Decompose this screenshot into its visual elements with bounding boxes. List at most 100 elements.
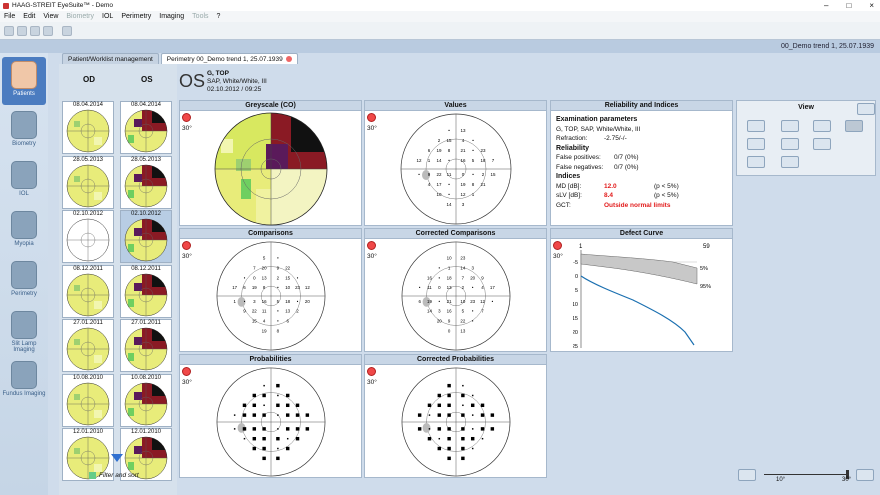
sensitivity-mark: 20 xyxy=(305,299,310,304)
slider-min-label: 10° xyxy=(776,477,786,483)
tab-patient-management[interactable]: Patient/Worklist management xyxy=(62,53,159,64)
thumb-field-plot xyxy=(124,164,168,207)
menu-bar: File Edit View Biometry IOL Perimetry Imaging T… xyxy=(0,11,880,22)
save-icon[interactable] xyxy=(17,25,27,36)
os-exam-thumbnail[interactable]: 08.04.2014 xyxy=(120,101,172,154)
probability-mark xyxy=(427,436,432,441)
network-icon[interactable] xyxy=(62,25,72,36)
nav-myopia[interactable]: Myopia xyxy=(2,207,46,255)
maximize-icon[interactable]: □ xyxy=(846,1,852,10)
menu-item-[interactable]: ? xyxy=(216,13,221,20)
print-icon[interactable] xyxy=(30,25,40,36)
nav-slit-lamp[interactable]: Slit Lamp Imaging xyxy=(2,307,46,355)
sensitivity-mark: 23 xyxy=(480,148,486,153)
scroll-down-icon[interactable] xyxy=(111,454,123,462)
od-exam-thumbnail[interactable]: 27.01.2011 xyxy=(62,319,114,372)
nav-fundus-camera[interactable]: Fundus Imaging xyxy=(2,357,46,405)
od-exam-thumbnail[interactable]: 08.04.2014 xyxy=(62,101,114,154)
nav-perimeter[interactable]: Perimetry xyxy=(2,257,46,305)
menu-item-perimetry[interactable]: Perimetry xyxy=(121,13,152,20)
probability-mark xyxy=(437,403,442,408)
corrected-comparisons-title: Corrected Comparisons xyxy=(365,229,546,239)
od-exam-thumbnail[interactable]: 08.12.2011 xyxy=(62,264,114,318)
sensitivity-mark: 9 xyxy=(428,172,431,177)
zoom-out-icon[interactable] xyxy=(738,469,756,481)
os-exam-thumbnail[interactable]: 10.08.2010 xyxy=(120,373,172,427)
probability-mark xyxy=(252,403,257,408)
close-icon[interactable]: × xyxy=(869,1,874,10)
iol-icon xyxy=(11,161,37,189)
nav-label: Perimetry xyxy=(11,291,37,297)
od-exam-thumbnail[interactable]: 28.05.2013 xyxy=(62,155,114,209)
field-angle: 30° xyxy=(367,125,377,132)
sensitivity-mark: 3 xyxy=(438,309,441,314)
menu-item-view[interactable]: View xyxy=(43,13,59,20)
tab-perimetry[interactable]: Perimetry 00_Demo trend 1, 25.07.1939 xyxy=(160,53,298,64)
os-exam-thumbnail[interactable]: 27.01.2011 xyxy=(120,319,172,372)
view-trend-icon[interactable] xyxy=(781,138,799,150)
view-overview-icon[interactable] xyxy=(781,120,799,132)
probability-mark xyxy=(447,456,451,461)
curve-top-left: 1 xyxy=(579,244,583,250)
delete-icon[interactable] xyxy=(43,25,53,36)
view-grid-alt-icon[interactable] xyxy=(845,120,863,132)
menu-item-biometry[interactable]: Biometry xyxy=(66,13,95,20)
values-title: Values xyxy=(365,101,546,111)
menu-item-file[interactable]: File xyxy=(4,13,16,20)
menu-item-imaging[interactable]: Imaging xyxy=(159,13,185,20)
probability-mark xyxy=(263,384,265,387)
menu-item-iol[interactable]: IOL xyxy=(102,13,114,20)
minimize-icon[interactable]: – xyxy=(824,1,829,10)
zoom-slider-thumb[interactable] xyxy=(846,470,849,479)
sensitivity-mark: 14 xyxy=(427,309,432,314)
zoom-slider-track[interactable] xyxy=(764,474,848,475)
zoom-control: 10° 30° xyxy=(736,466,876,488)
probability-mark xyxy=(438,437,441,440)
menu-item-tools[interactable]: Tools xyxy=(192,13,209,20)
zoom-in-icon[interactable] xyxy=(856,469,874,481)
view-trend-alt-icon[interactable] xyxy=(813,138,831,150)
sensitivity-mark: 11 xyxy=(447,172,452,177)
new-icon[interactable] xyxy=(4,25,14,36)
thumb-field-plot xyxy=(66,218,110,262)
status-indicator-icon xyxy=(367,241,376,250)
slv-p: (p < 5%) xyxy=(654,192,679,199)
view-grid-icon[interactable] xyxy=(813,120,831,132)
filter-sort-button[interactable]: Filter and sort xyxy=(89,472,139,479)
probability-mark xyxy=(471,414,474,416)
view-single-icon[interactable] xyxy=(747,120,765,132)
sensitivity-mark: • xyxy=(448,128,450,133)
probability-mark xyxy=(285,413,290,417)
os-exam-thumbnail[interactable]: 02.10.2012 xyxy=(120,210,172,263)
nav-patient[interactable]: Patients xyxy=(2,57,46,105)
probability-mark xyxy=(470,403,475,408)
thumb-field-plot xyxy=(66,327,110,371)
sensitivity-mark: 1 xyxy=(472,192,475,197)
y-ticks: -5 0 5 10 15 20 25 xyxy=(573,260,578,350)
nav-iol[interactable]: IOL xyxy=(2,157,46,205)
sensitivity-mark: 8 xyxy=(472,182,475,187)
view-table-icon[interactable] xyxy=(747,156,765,168)
menu-item-edit[interactable]: Edit xyxy=(23,13,36,20)
od-exam-thumbnail[interactable]: 10.08.2010 xyxy=(62,373,114,427)
probability-mark xyxy=(276,436,280,441)
os-exam-thumbnail[interactable]: 08.12.2011 xyxy=(120,264,172,318)
view-tip-icon[interactable] xyxy=(781,156,799,168)
os-exam-thumbnail[interactable]: 28.05.2013 xyxy=(120,155,172,209)
sensitivity-mark: 16 xyxy=(427,275,432,280)
probability-mark xyxy=(252,427,257,431)
y-tick-label: 25 xyxy=(573,344,578,350)
sensitivity-mark: 1 xyxy=(233,299,236,304)
probability-mark xyxy=(480,413,485,417)
close-tab-icon[interactable] xyxy=(285,56,292,63)
probability-mark xyxy=(447,403,451,408)
status-indicator-icon xyxy=(367,367,376,376)
od-exam-thumbnail[interactable]: 12.01.2010 xyxy=(62,428,114,481)
field-angle: 30° xyxy=(367,379,377,386)
probability-mark xyxy=(242,427,247,431)
probability-mark xyxy=(471,447,474,450)
view-compare-icon[interactable] xyxy=(747,138,765,150)
view-settings-icon[interactable] xyxy=(857,103,875,115)
nav-biometer[interactable]: Biometry xyxy=(2,107,46,155)
od-exam-thumbnail[interactable]: 02.10.2012 xyxy=(62,210,114,263)
